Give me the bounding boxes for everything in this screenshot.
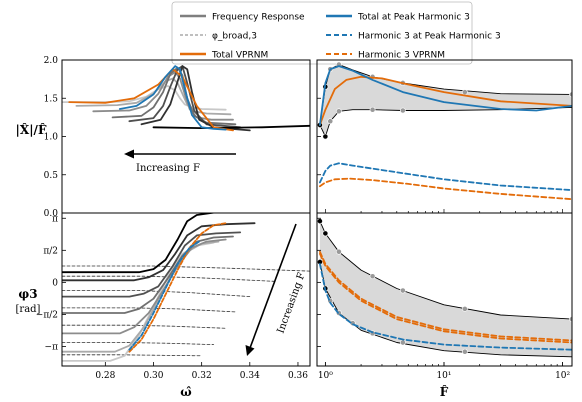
envelope-marker [327, 118, 334, 125]
broad-phase-line [62, 265, 310, 272]
panel-top-right [317, 61, 572, 201]
annotation-increasing-top: Increasing F [136, 163, 200, 174]
xtick-label: 10¹ [436, 371, 451, 381]
legend: Frequency Response φ_broad,3 Total VPRNM To… [171, 1, 501, 65]
ytick-label: π [52, 214, 58, 224]
arrow-diag-head [245, 345, 255, 356]
h3-peak-h3-line [318, 162, 572, 192]
broad-phase-line [62, 275, 275, 282]
legend-label: Total at Peak Harmonic 3 [357, 13, 470, 23]
total-peak-h3-line [118, 65, 227, 131]
panel-bottom-right [317, 218, 572, 358]
arrow-left-head [124, 149, 134, 159]
legend-label: φ_broad,3 [212, 32, 257, 42]
total-peak-h3-line [318, 65, 572, 126]
envelope-band [319, 64, 572, 137]
freq-response-line [128, 65, 242, 129]
h3-peak-h3-phase-line [318, 263, 572, 351]
envelope-marker [317, 218, 323, 225]
phase-curve-line [62, 213, 244, 274]
xtick-label: 10⁰ [318, 371, 333, 381]
xlabel-right: F̂ [440, 384, 449, 399]
ytick-label: 0.0 [44, 209, 59, 219]
peak-h3-phase-line [128, 240, 201, 351]
envelope-marker [569, 316, 572, 322]
annotation-increasing-bottom: Increasing F [275, 271, 307, 335]
total-vprnm-line [318, 75, 572, 126]
xlabel-left: ω̂ [180, 385, 191, 399]
legend-label: Frequency Response [212, 13, 305, 23]
legend-label: Total VPRNM [211, 51, 268, 61]
broad-phase-line [62, 307, 236, 313]
broad-phase-line [62, 324, 227, 329]
legend-label: Harmonic 3 at Peak Harmonic 3 [358, 32, 501, 42]
annotation-bottom-left: Increasing F [245, 223, 308, 356]
envelope-marker [461, 89, 468, 96]
arrow-diag-line [249, 223, 297, 349]
total-vprnm-phase-line [128, 222, 227, 353]
ytick-label: 0.5 [44, 171, 59, 181]
ytick-label: −π/2 [36, 310, 58, 320]
frame-bottom-left [61, 212, 311, 367]
xtick-label: 0.34 [240, 371, 260, 381]
ytick-label: 2.0 [44, 56, 59, 66]
phase-curve-line [62, 238, 227, 335]
xtick-label: 0.32 [192, 371, 212, 381]
envelope-marker [399, 339, 406, 346]
ytick-label: 1.0 [44, 133, 59, 143]
panel-bottom-left [62, 213, 310, 362]
legend-label: Harmonic 3 VPRNM [358, 51, 445, 61]
ytick-label: 0 [52, 278, 58, 288]
ytick-label: π/2 [43, 246, 58, 256]
h3-vprnm-line [318, 177, 572, 201]
ylabel-top: |X̂|/F̂ [16, 122, 47, 137]
envelope-marker [369, 106, 376, 113]
envelope-marker [399, 107, 406, 114]
phase-curve-line [62, 231, 242, 298]
envelope-marker [335, 108, 342, 115]
panel-top-left [62, 65, 310, 132]
broad-phase-line [62, 354, 203, 357]
envelope-band-lower [319, 261, 572, 358]
freq-response-line [152, 124, 310, 130]
envelope-marker [322, 230, 329, 237]
ylabel-bottom-line1: φ3 [18, 287, 37, 301]
envelope-marker [322, 133, 329, 140]
annotation-top-left: Increasing F [124, 149, 236, 174]
envelope-band-lower [319, 106, 572, 137]
legend-frame [171, 1, 473, 65]
h3-vprnm-phase-line [318, 252, 572, 344]
envelope-band [319, 221, 572, 357]
xtick-label: 0.30 [143, 371, 163, 381]
envelope-marker [569, 91, 572, 98]
freq-response-line [140, 65, 251, 132]
xtick-label: 0.28 [95, 371, 115, 381]
envelope-marker [461, 348, 468, 355]
xtick-label: 10² [555, 371, 570, 381]
envelope-marker [369, 273, 376, 280]
phase-curve-line [62, 235, 234, 314]
envelope-marker [461, 305, 468, 312]
envelope-marker [399, 287, 406, 294]
envelope-marker [335, 248, 342, 255]
broad-phase-line [62, 342, 215, 346]
envelope-band-upper [319, 220, 572, 320]
ylabel-bottom-line2: [rad] [16, 304, 41, 315]
xtick-label: 0.36 [288, 371, 308, 381]
total-vprnm-phase-line [318, 250, 572, 342]
ytick-label: −π [45, 342, 59, 352]
ytick-label: 1.5 [44, 94, 59, 104]
frame-bottom-right [316, 212, 573, 367]
